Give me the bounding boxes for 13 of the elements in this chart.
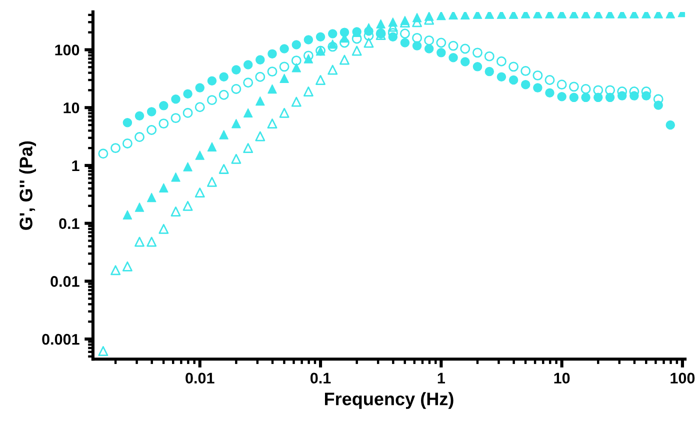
- x-axis-title: Frequency (Hz): [324, 392, 454, 409]
- x-tick-label: 0.01: [186, 372, 214, 384]
- y-tick-label: 1: [72, 160, 80, 172]
- y-tick-label: 10: [64, 102, 80, 114]
- y-axis-title: G', G'' (Pa): [19, 141, 36, 230]
- x-tick-label: 1: [438, 372, 445, 384]
- y-tick-label: 0.001: [42, 334, 80, 345]
- x-tick-label: 0.1: [310, 372, 331, 384]
- y-tick-label: 100: [55, 44, 80, 56]
- x-tick-label: 100: [670, 372, 695, 384]
- x-tick-label: 10: [554, 372, 570, 384]
- y-tick-label: 0.1: [59, 218, 80, 230]
- y-tick-label: 0.01: [50, 276, 80, 287]
